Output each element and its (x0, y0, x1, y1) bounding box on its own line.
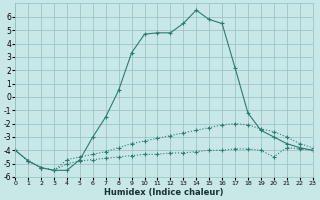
X-axis label: Humidex (Indice chaleur): Humidex (Indice chaleur) (104, 188, 224, 197)
